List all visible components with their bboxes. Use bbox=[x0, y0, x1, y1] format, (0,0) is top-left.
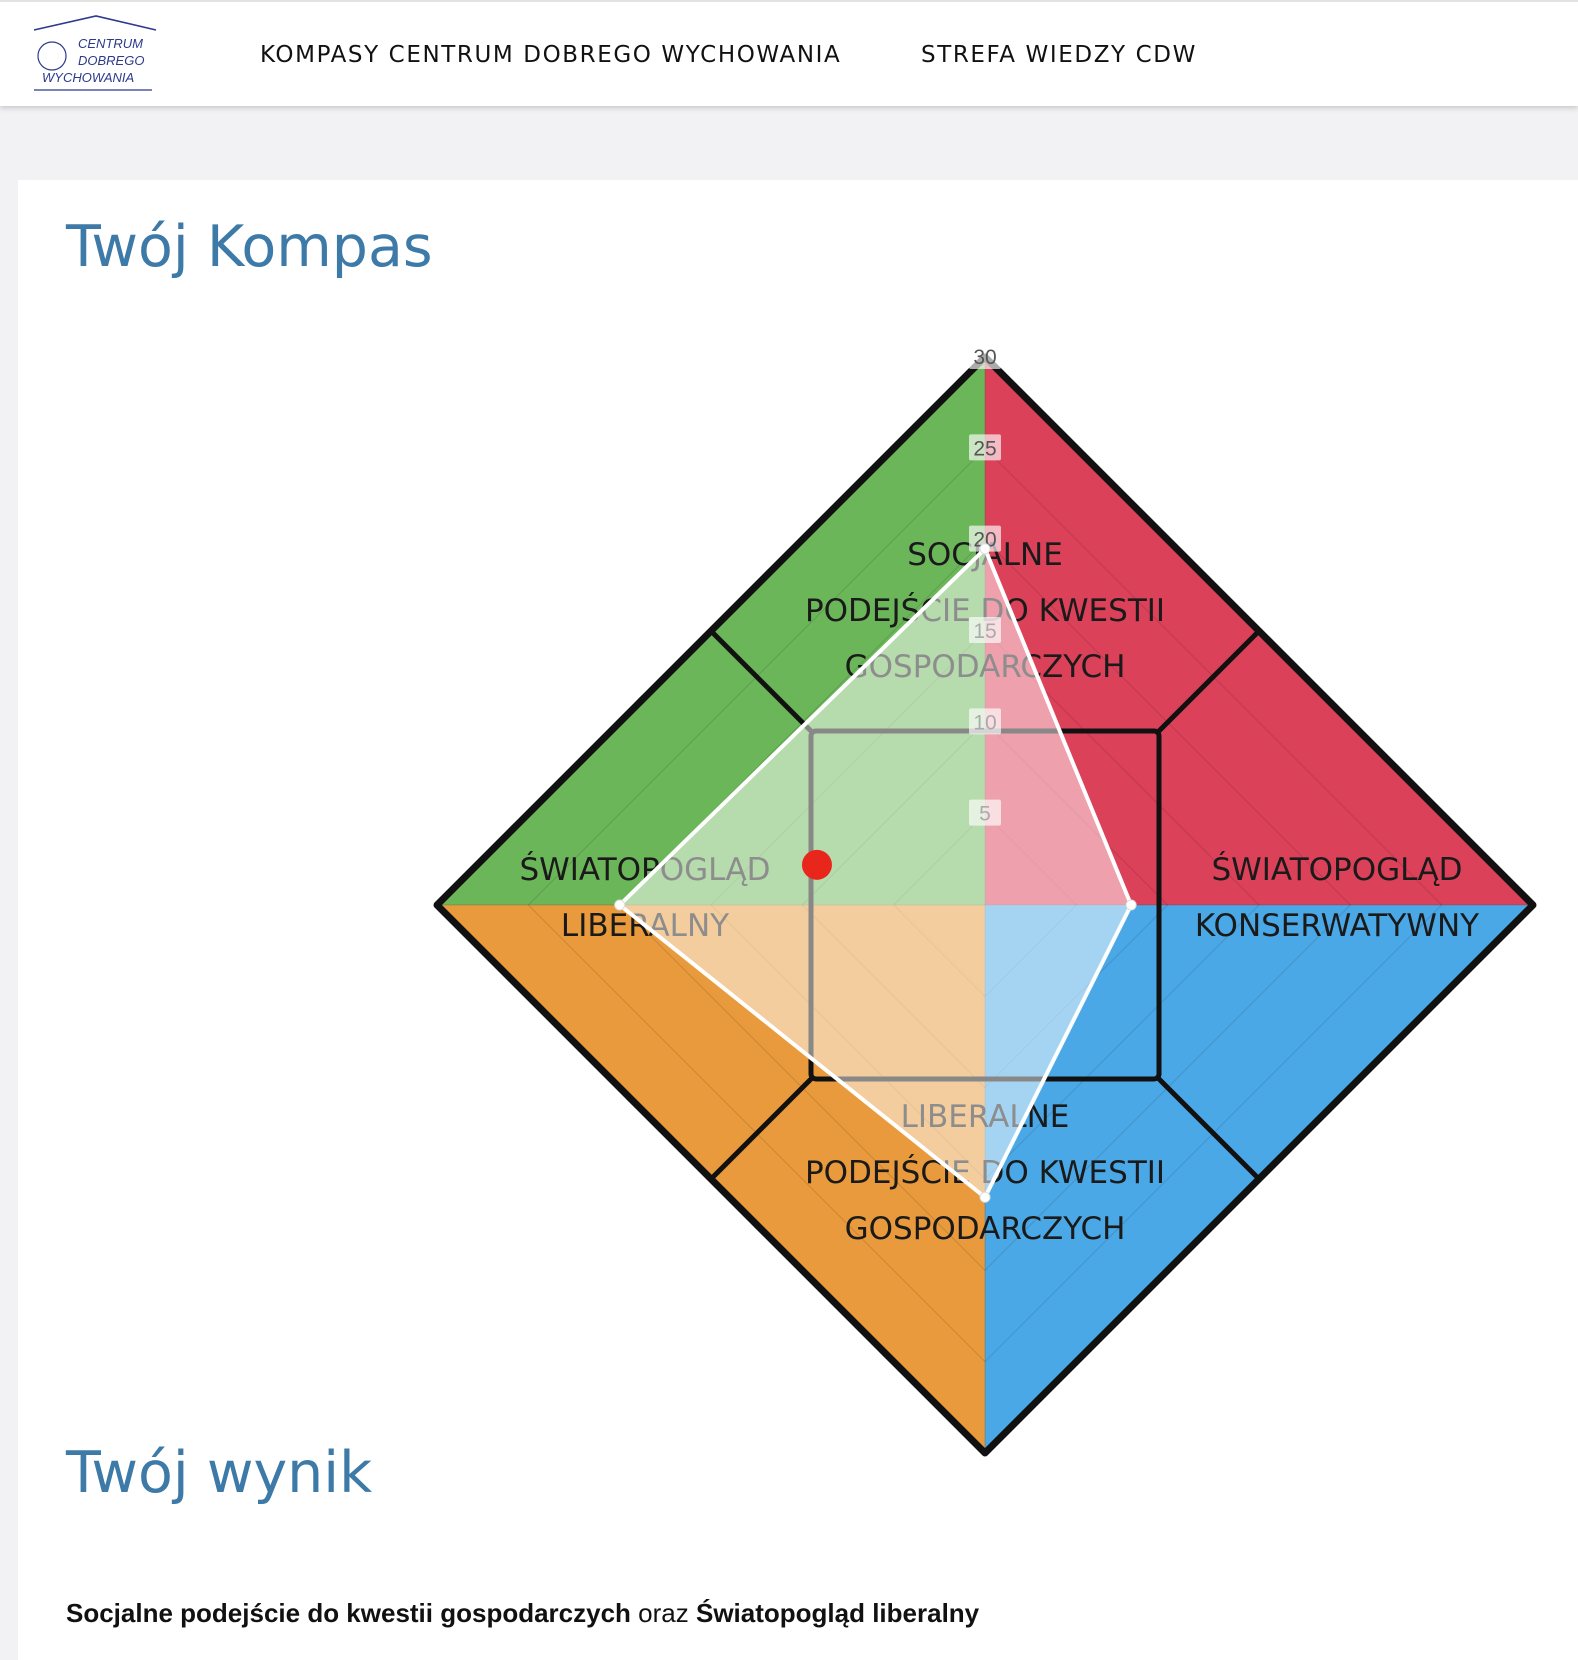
logo-line1: CENTRUM bbox=[78, 36, 143, 51]
spoke-bottom-left bbox=[709, 1077, 813, 1181]
score-point-0 bbox=[979, 543, 991, 555]
nav-link-strefa-wiedzy[interactable]: STREFA WIEDZY CDW bbox=[921, 42, 1197, 68]
tick-bg-25 bbox=[969, 434, 1001, 461]
logo-roof bbox=[33, 15, 157, 31]
compass-chart: SOCJALNEPODEJŚCIE DO KWESTIIGOSPODARCZYC… bbox=[433, 343, 1537, 1457]
compass-outer-border bbox=[433, 353, 1537, 1457]
top-navigation-bar: CENTRUM DOBREGO WYCHOWANIA KOMPASY CENTR… bbox=[0, 0, 1578, 106]
grid-ring-25 bbox=[527, 447, 1443, 1363]
cdw-logo[interactable]: CENTRUM DOBREGO WYCHOWANIA bbox=[30, 14, 162, 96]
score-point-2 bbox=[979, 1191, 991, 1203]
result-summary: Socjalne podejście do kwestii gospodarcz… bbox=[66, 1598, 979, 1629]
spoke-top-left bbox=[709, 629, 813, 733]
logo-emblem bbox=[37, 41, 67, 71]
score-point-3 bbox=[614, 899, 626, 911]
tick-label-30: 30 bbox=[973, 346, 996, 369]
result-heading: Twój wynik bbox=[66, 1440, 373, 1506]
spoke-bottom-right bbox=[1157, 1077, 1261, 1181]
result-connector: oraz bbox=[630, 1598, 696, 1628]
result-part2: Światopogląd liberalny bbox=[695, 1598, 980, 1628]
grid-ring-20 bbox=[618, 538, 1352, 1272]
logo-line3: WYCHOWANIA bbox=[42, 70, 134, 85]
tick-label-20: 20 bbox=[973, 529, 996, 552]
spoke-top-right bbox=[1157, 629, 1261, 733]
axis-label-1-line-0: ŚWIATOPOGLĄD bbox=[1211, 851, 1462, 888]
axis-label-1-line-1: KONSERWATYWNY bbox=[1195, 908, 1479, 944]
score-point-1 bbox=[1125, 899, 1137, 911]
logo-line2: DOBREGO bbox=[78, 53, 144, 68]
tick-bg-30 bbox=[969, 343, 1001, 369]
compass-heading: Twój Kompas bbox=[66, 214, 433, 280]
result-marker-dot bbox=[801, 849, 832, 880]
nav-link-kompasy[interactable]: KOMPASY CENTRUM DOBREGO WYCHOWANIA bbox=[260, 42, 842, 68]
tick-bg-20 bbox=[969, 525, 1001, 552]
tick-label-25: 25 bbox=[973, 437, 996, 460]
result-part1: Socjalne podejście do kwestii gospodarcz… bbox=[66, 1598, 631, 1628]
axis-label-2-line-2: GOSPODARCZYCH bbox=[845, 1211, 1126, 1247]
compass-series bbox=[614, 543, 1137, 1203]
